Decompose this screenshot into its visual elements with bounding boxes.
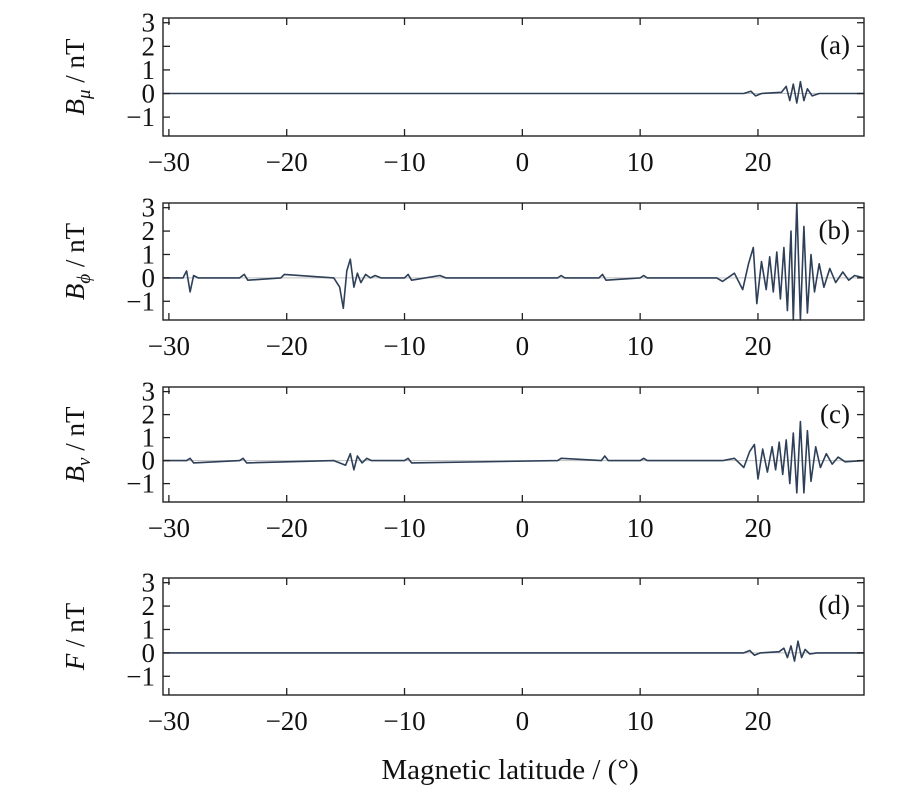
y-tick-label: 1 xyxy=(142,614,156,644)
y-tick-label: 2 xyxy=(142,400,156,430)
y-tick-label: −1 xyxy=(126,286,155,316)
series-line-c xyxy=(163,420,865,494)
y-axis-label-b: Bϕ / nT xyxy=(60,222,95,300)
plot-frame-a xyxy=(162,17,865,137)
y-tick-label: −1 xyxy=(126,102,155,132)
y-tick-label: 0 xyxy=(142,446,156,476)
x-tick-label: −20 xyxy=(266,147,308,177)
plot-frame-b xyxy=(162,202,865,321)
y-tick-label: 3 xyxy=(142,193,156,223)
x-tick-label: −10 xyxy=(383,513,425,543)
x-tick-label: −30 xyxy=(148,706,190,736)
x-tick-label: −20 xyxy=(266,706,308,736)
x-tick-label: −20 xyxy=(266,331,308,361)
y-tick-label: 1 xyxy=(142,423,156,453)
x-tick-label: 20 xyxy=(744,513,771,543)
y-tick-label: −1 xyxy=(126,661,155,691)
y-tick-label: 1 xyxy=(142,55,156,85)
x-tick-label: 0 xyxy=(516,331,530,361)
y-tick-label: 1 xyxy=(142,239,156,269)
panel-tag: (b) xyxy=(819,215,850,245)
y-tick-label: 0 xyxy=(142,263,156,293)
series-line-d xyxy=(163,640,864,662)
x-tick-label: 10 xyxy=(627,331,654,361)
y-axis-label-c: Bv / nT xyxy=(60,406,95,482)
x-tick-label: −10 xyxy=(383,706,425,736)
x-tick-label: −30 xyxy=(148,331,190,361)
x-tick-label: 20 xyxy=(744,147,771,177)
x-tick-label: 0 xyxy=(516,513,530,543)
plot-frame-d xyxy=(162,577,865,696)
y-tick-label: 3 xyxy=(142,568,156,598)
x-tick-label: 20 xyxy=(744,706,771,736)
series-line-a xyxy=(163,80,864,104)
panel-tag: (d) xyxy=(819,590,850,620)
y-tick-label: 3 xyxy=(142,377,156,407)
x-tick-label: 0 xyxy=(516,706,530,736)
x-tick-label: −10 xyxy=(383,147,425,177)
y-tick-label: 2 xyxy=(142,31,156,61)
plot-frame-c xyxy=(162,386,865,503)
x-tick-label: −30 xyxy=(148,513,190,543)
y-tick-label: 2 xyxy=(142,591,156,621)
x-tick-label: −20 xyxy=(266,513,308,543)
x-axis-label: Magnetic latitude / (°) xyxy=(381,754,638,786)
x-tick-label: 20 xyxy=(744,331,771,361)
x-tick-label: −10 xyxy=(383,331,425,361)
y-tick-label: 0 xyxy=(142,79,156,109)
panel-tag: (c) xyxy=(820,399,850,429)
y-tick-label: 2 xyxy=(142,216,156,246)
series-line-b xyxy=(163,202,865,321)
x-tick-label: 10 xyxy=(627,706,654,736)
y-axis-label-a: Bμ / nT xyxy=(60,38,95,116)
x-tick-label: 0 xyxy=(516,147,530,177)
x-tick-label: 10 xyxy=(627,513,654,543)
panel-tag: (a) xyxy=(820,30,850,60)
y-tick-label: 0 xyxy=(142,638,156,668)
y-axis-label-d: F / nT xyxy=(60,602,90,671)
x-tick-label: 10 xyxy=(627,147,654,177)
x-tick-label: −30 xyxy=(148,147,190,177)
y-tick-label: −1 xyxy=(126,469,155,499)
y-tick-label: 3 xyxy=(142,8,156,38)
